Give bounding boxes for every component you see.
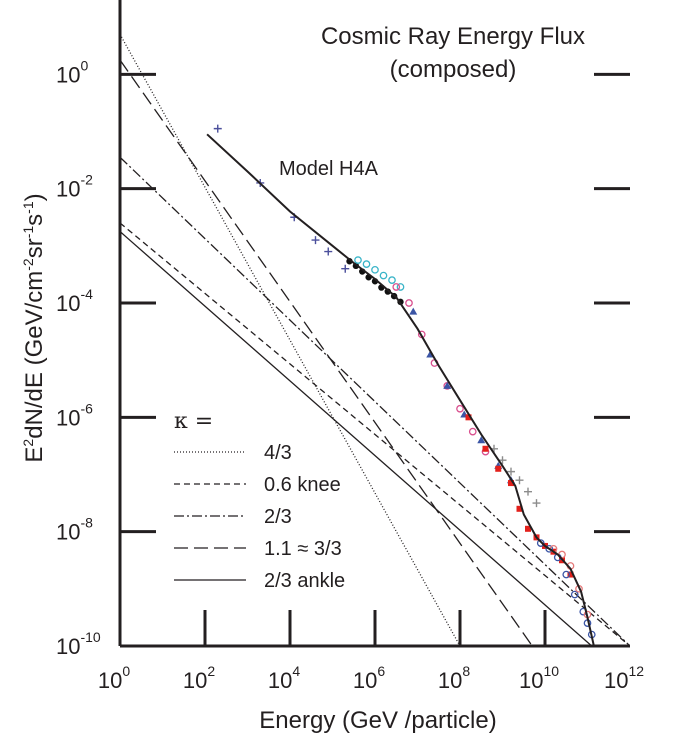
- data-point-s2-5: [396, 283, 405, 291]
- x-axis-label: Energy (GeV /particle): [259, 707, 496, 734]
- x-tick-label-4: 108: [438, 663, 470, 693]
- data-point-s2-1: [362, 260, 371, 268]
- data-point-s5-1: [482, 445, 489, 452]
- data-point-s2-3: [379, 271, 388, 280]
- data-point-s5-5: [525, 525, 531, 532]
- data-point-s4-2: [443, 381, 452, 389]
- data-point-s2-2: [371, 265, 379, 274]
- x-tick-label-0: 100: [98, 663, 130, 693]
- legend-label-4: 2/3 ankle: [264, 570, 345, 592]
- data-point-s5-3: [508, 480, 514, 487]
- reference-lines: [120, 33, 630, 646]
- data-point-s4-0: [409, 307, 418, 315]
- legend-label-1: 0.6 knee: [264, 474, 341, 496]
- data-point-s4-4: [477, 436, 486, 444]
- data-point-s7-1: [545, 544, 554, 553]
- data-point-s0-0: [213, 124, 222, 133]
- model-curve-line: [206, 133, 595, 646]
- data-point-s3-5: [456, 404, 464, 413]
- y-tick-label-5: 10-10: [56, 629, 101, 659]
- x-tick-label-6: 1012: [604, 663, 644, 693]
- data-point-s7-0: [536, 539, 545, 547]
- x-tick-label-5: 1010: [519, 663, 559, 693]
- x-tick-label-1: 102: [183, 663, 215, 693]
- data-point-s0-5: [341, 264, 350, 273]
- data-point-s5-2: [495, 465, 502, 472]
- y-tick-label-3: 10-6: [56, 400, 93, 430]
- reference-line-2: [120, 156, 630, 646]
- data-point-s7-4: [570, 590, 579, 599]
- tick-labels: 100 102 104 106 108 1010 1012 100 10-2 10-4 10-6 10…: [56, 57, 644, 693]
- y-tick-label-4: 10-8: [56, 515, 93, 545]
- chart-title-line-2: (composed): [390, 56, 517, 83]
- y-axis-label: E2dN/dE (GeV/cm-2sr-1s-1): [20, 193, 48, 462]
- reference-line-1: [120, 222, 630, 646]
- data-point-s6-4: [524, 487, 532, 496]
- legend: κ = 4/3 0.6 knee 2/3 1.1 ≈ 3/3 2/3 ankle: [174, 409, 345, 592]
- model-label: Model H4A: [279, 158, 379, 180]
- data-point-s5-0: [465, 414, 472, 421]
- legend-label-3: 1.1 ≈ 3/3: [264, 538, 342, 560]
- y-tick-label-1: 10-2: [56, 172, 93, 202]
- data-point-s2-4: [388, 276, 396, 284]
- y-tick-label-0: 100: [56, 57, 88, 87]
- chart-title-line-1: Cosmic Ray Energy Flux: [321, 23, 585, 50]
- y-tick-label-2: 10-4: [56, 286, 93, 316]
- data-point-s5-4: [516, 505, 523, 512]
- data-point-s1-6: [384, 288, 391, 295]
- data-point-s6-2: [507, 467, 515, 476]
- data-point-s7-3: [562, 570, 571, 579]
- data-point-s6-5: [532, 499, 541, 508]
- model-curve: [206, 133, 595, 646]
- x-tick-label-2: 104: [268, 663, 300, 693]
- legend-header: κ =: [174, 409, 213, 434]
- legend-label-0: 4/3: [264, 442, 292, 464]
- legend-label-2: 2/3: [264, 506, 292, 528]
- reference-line-4: [120, 231, 593, 646]
- data-point-s6-3: [515, 476, 524, 485]
- data-point-s5-10: [567, 571, 574, 578]
- data-point-s0-3: [311, 236, 320, 245]
- data-point-s0-4: [324, 247, 333, 256]
- data-point-s3-0: [392, 283, 401, 291]
- data-point-s3-1: [405, 299, 413, 307]
- tick-marks: [120, 72, 630, 646]
- data-point-s2-0: [354, 256, 362, 264]
- data-points: [213, 124, 596, 639]
- data-point-s3-6: [468, 427, 477, 436]
- x-tick-label-3: 106: [353, 663, 385, 693]
